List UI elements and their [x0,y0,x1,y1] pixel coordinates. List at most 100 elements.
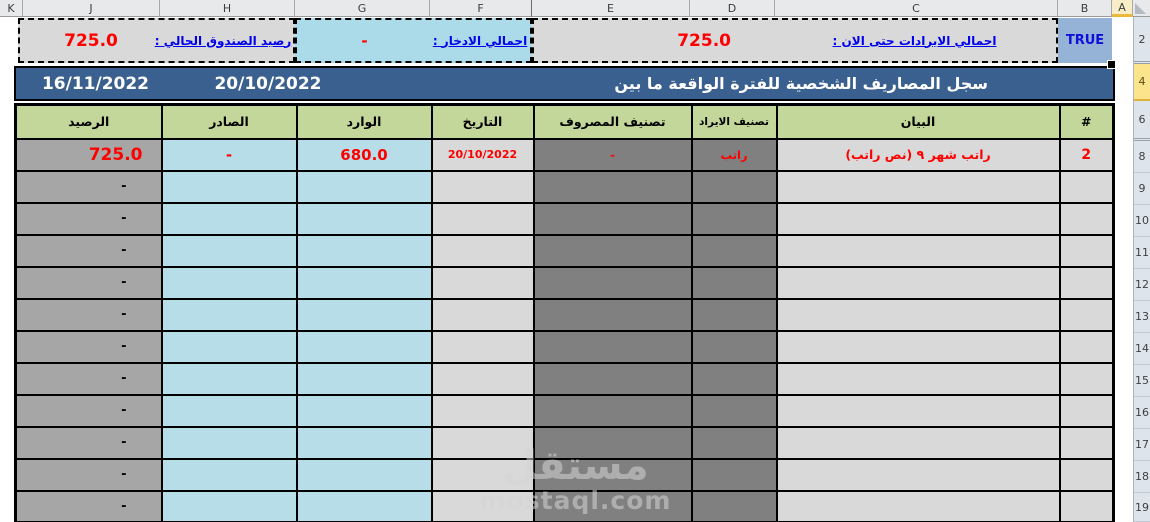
cell-balance[interactable]: - [14,233,163,268]
cell-income_cat[interactable] [690,393,778,428]
cell-balance[interactable]: - [14,169,163,204]
cell-description[interactable] [775,393,1061,428]
cell-description[interactable] [775,265,1061,300]
cell-in[interactable]: 680.0 [295,137,433,172]
row-header-16[interactable]: 16 [1134,397,1150,429]
cell-in[interactable] [295,201,433,236]
row-header-2[interactable]: 2 [1134,17,1150,64]
col-header-7[interactable]: # [1058,103,1115,140]
cell-balance[interactable]: - [14,489,163,522]
cell-num[interactable] [1058,393,1115,428]
cell-income_cat[interactable] [690,265,778,300]
cell-income_cat[interactable] [690,425,778,460]
col-header-2[interactable]: الوارد [295,103,433,140]
cell-num[interactable] [1058,329,1115,364]
total-savings-box[interactable]: - اجمالي الادخار : [295,18,532,63]
cell-out[interactable] [160,297,298,332]
col-header-3[interactable]: التاريخ [430,103,535,140]
col-header-0[interactable]: الرصيد [14,103,163,140]
cell-expense_cat[interactable] [532,169,693,204]
cell-num[interactable] [1058,233,1115,268]
select-all-corner[interactable] [1133,0,1150,17]
cell-income_cat[interactable]: راتب [690,137,778,172]
cell-income_cat[interactable] [690,489,778,522]
total-revenues-box[interactable]: 725.0 اجمالي الايرادات حتى الان : [532,18,1058,63]
row-header-10[interactable]: 10 [1134,205,1150,237]
cell-in[interactable] [295,169,433,204]
cell-balance[interactable]: - [14,457,163,492]
cell-num[interactable]: 2 [1058,137,1115,172]
cell-in[interactable] [295,297,433,332]
row-header-8[interactable]: 8 [1134,141,1150,173]
cell-balance[interactable]: - [14,361,163,396]
cell-balance[interactable]: - [14,297,163,332]
cell-num[interactable] [1058,457,1115,492]
period-start-date[interactable]: 20/10/2022 [214,73,322,94]
cell-expense_cat[interactable] [532,393,693,428]
cell-out[interactable]: - [160,137,298,172]
cell-income_cat[interactable] [690,233,778,268]
cell-balance[interactable]: - [14,201,163,236]
row-header-4[interactable]: 4 [1134,64,1150,101]
cell-out[interactable] [160,457,298,492]
column-header-C[interactable]: C [775,0,1058,17]
cell-expense_cat[interactable] [532,201,693,236]
cell-date[interactable] [430,425,535,460]
column-header-A[interactable]: A [1112,0,1133,17]
cell-expense_cat[interactable] [532,457,693,492]
cell-date[interactable]: 20/10/2022 [430,137,535,172]
col-header-5[interactable]: تصنيف الايراد [690,103,778,140]
cell-date[interactable] [430,361,535,396]
row-header-11[interactable]: 11 [1134,237,1150,269]
cell-out[interactable] [160,393,298,428]
flag-cell[interactable]: TRUE [1058,18,1112,63]
cell-income_cat[interactable] [690,361,778,396]
column-header-G[interactable]: G [295,0,430,17]
cell-num[interactable] [1058,425,1115,460]
fill-handle[interactable] [1107,60,1116,69]
cell-in[interactable] [295,457,433,492]
row-header-12[interactable]: 12 [1134,269,1150,301]
cell-date[interactable] [430,329,535,364]
fund-balance-box[interactable]: 725.0 رصيد الصندوق الحالي : [18,18,295,63]
cell-income_cat[interactable] [690,457,778,492]
cell-date[interactable] [430,233,535,268]
cell-date[interactable] [430,457,535,492]
cell-expense_cat[interactable]: - [532,137,693,172]
row-header-15[interactable]: 15 [1134,365,1150,397]
cell-income_cat[interactable] [690,201,778,236]
cell-out[interactable] [160,489,298,522]
cell-num[interactable] [1058,265,1115,300]
cell-num[interactable] [1058,297,1115,332]
cell-description[interactable] [775,297,1061,332]
cell-num[interactable] [1058,169,1115,204]
cell-out[interactable] [160,233,298,268]
cell-in[interactable] [295,233,433,268]
column-header-F[interactable]: F [430,0,532,17]
row-header-18[interactable]: 18 [1134,461,1150,493]
cell-out[interactable] [160,361,298,396]
cell-balance[interactable]: - [14,329,163,364]
column-header-D[interactable]: D [690,0,775,17]
row-header-13[interactable]: 13 [1134,301,1150,333]
cell-num[interactable] [1058,489,1115,522]
column-header-J[interactable]: J [23,0,160,17]
cell-out[interactable] [160,265,298,300]
cell-description[interactable] [775,329,1061,364]
cell-in[interactable] [295,393,433,428]
cell-date[interactable] [430,489,535,522]
cell-description[interactable] [775,457,1061,492]
row-header-14[interactable]: 14 [1134,333,1150,365]
cell-num[interactable] [1058,201,1115,236]
cell-balance[interactable]: 725.0 [14,137,163,172]
cell-income_cat[interactable] [690,297,778,332]
cell-description[interactable] [775,233,1061,268]
cell-in[interactable] [295,425,433,460]
cell-expense_cat[interactable] [532,425,693,460]
cell-expense_cat[interactable] [532,265,693,300]
cell-in[interactable] [295,265,433,300]
column-header-E[interactable]: E [532,0,690,17]
col-header-4[interactable]: تصنيف المصروف [532,103,693,140]
cell-expense_cat[interactable] [532,297,693,332]
cell-in[interactable] [295,329,433,364]
